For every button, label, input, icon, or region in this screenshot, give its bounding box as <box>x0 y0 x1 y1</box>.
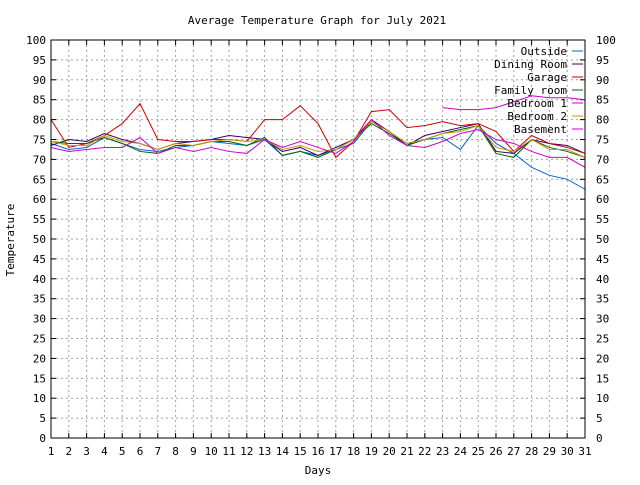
y-tick-label-left: 5 <box>39 412 46 425</box>
y-tick-label-right: 45 <box>596 253 609 266</box>
x-tick-label: 19 <box>365 445 378 458</box>
y-tick-label-left: 80 <box>33 114 46 127</box>
legend-label-family-room: Family room <box>494 84 567 97</box>
x-tick-label: 7 <box>154 445 161 458</box>
y-tick-label-right: 40 <box>596 273 609 286</box>
x-tick-label: 25 <box>472 445 485 458</box>
y-tick-label-right: 55 <box>596 213 609 226</box>
legend-label-dining-room: Dining Room <box>494 58 567 71</box>
y-tick-label-right: 95 <box>596 54 609 67</box>
y-tick-label-left: 70 <box>33 153 46 166</box>
y-tick-label-right: 80 <box>596 114 609 127</box>
plot-frame <box>50 39 586 439</box>
y-tick-label-left: 30 <box>33 313 46 326</box>
y-tick-label-left: 100 <box>26 34 46 47</box>
y-tick-label-left: 75 <box>33 134 46 147</box>
y-tick-label-left: 35 <box>33 293 46 306</box>
x-tick-label: 14 <box>276 445 290 458</box>
x-tick-label: 11 <box>222 445 235 458</box>
x-tick-label: 31 <box>578 445 591 458</box>
x-tick-label: 26 <box>489 445 502 458</box>
x-tick-label: 8 <box>172 445 179 458</box>
y-tick-label-right: 35 <box>596 293 609 306</box>
x-tick-label: 1 <box>48 445 55 458</box>
x-axis-label: Days <box>305 464 332 477</box>
x-tick-label: 29 <box>543 445 556 458</box>
y-tick-label-left: 95 <box>33 54 46 67</box>
y-tick-label-right: 90 <box>596 74 609 87</box>
x-tick-label: 22 <box>418 445 431 458</box>
x-tick-label: 20 <box>383 445 396 458</box>
x-tick-label: 18 <box>347 445 360 458</box>
y-tick-label-left: 15 <box>33 372 46 385</box>
legend-label-outside: Outside <box>521 45 567 58</box>
series-line-bedroom-2 <box>50 120 586 158</box>
y-tick-label-left: 55 <box>33 213 46 226</box>
y-tick-label-right: 100 <box>596 34 616 47</box>
y-tick-label-right: 85 <box>596 94 609 107</box>
x-tick-label: 23 <box>436 445 449 458</box>
series-line-bedroom-1 <box>442 95 586 111</box>
y-tick-label-left: 65 <box>33 173 46 186</box>
y-tick-label-right: 20 <box>596 352 609 365</box>
y-tick-label-right: 0 <box>596 432 603 445</box>
x-tick-label: 21 <box>400 445 413 458</box>
x-tick-label: 28 <box>525 445 538 458</box>
y-tick-label-right: 5 <box>596 412 603 425</box>
y-tick-label-left: 90 <box>33 74 46 87</box>
x-tick-label: 30 <box>561 445 574 458</box>
y-tick-label-left: 85 <box>33 94 46 107</box>
y-tick-label-right: 25 <box>596 333 609 346</box>
x-tick-label: 3 <box>83 445 90 458</box>
y-tick-label-right: 70 <box>596 153 609 166</box>
x-tick-label: 5 <box>119 445 126 458</box>
x-tick-label: 6 <box>137 445 144 458</box>
x-tick-label: 2 <box>65 445 72 458</box>
series-line-family-room <box>50 122 586 158</box>
y-axis-label: Temperature <box>4 204 17 277</box>
x-tick-label: 12 <box>240 445 253 458</box>
y-tick-label-left: 10 <box>33 392 46 405</box>
x-tick-label: 16 <box>311 445 324 458</box>
legend-label-bedroom-1: Bedroom 1 <box>507 97 567 110</box>
y-tick-label-right: 50 <box>596 233 609 246</box>
x-tick-label: 17 <box>329 445 342 458</box>
x-tick-label: 15 <box>294 445 307 458</box>
y-tick-label-left: 20 <box>33 352 46 365</box>
x-tick-label: 27 <box>507 445 520 458</box>
y-tick-label-left: 40 <box>33 273 46 286</box>
y-tick-label-right: 75 <box>596 134 609 147</box>
x-tick-label: 9 <box>190 445 197 458</box>
y-tick-label-left: 45 <box>33 253 46 266</box>
chart-title: Average Temperature Graph for July 2021 <box>188 14 446 27</box>
x-tick-label: 4 <box>101 445 108 458</box>
y-tick-label-left: 60 <box>33 193 46 206</box>
y-tick-label-right: 10 <box>596 392 609 405</box>
y-tick-label-left: 0 <box>39 432 46 445</box>
x-tick-label: 10 <box>205 445 218 458</box>
legend-label-bedroom-2: Bedroom 2 <box>507 110 567 123</box>
series-line-garage <box>50 102 586 159</box>
legend-label-basement: Basement <box>514 123 567 136</box>
series-line-basement <box>50 118 586 168</box>
y-tick-label-left: 25 <box>33 333 46 346</box>
legend-label-garage: Garage <box>527 71 567 84</box>
y-tick-label-right: 65 <box>596 173 609 186</box>
y-tick-label-left: 50 <box>33 233 46 246</box>
x-tick-label: 24 <box>454 445 468 458</box>
grid <box>51 40 585 438</box>
y-tick-label-right: 30 <box>596 313 609 326</box>
series-lines <box>50 95 586 190</box>
x-tick-label: 13 <box>258 445 271 458</box>
y-tick-label-right: 15 <box>596 372 609 385</box>
y-tick-label-right: 60 <box>596 193 609 206</box>
